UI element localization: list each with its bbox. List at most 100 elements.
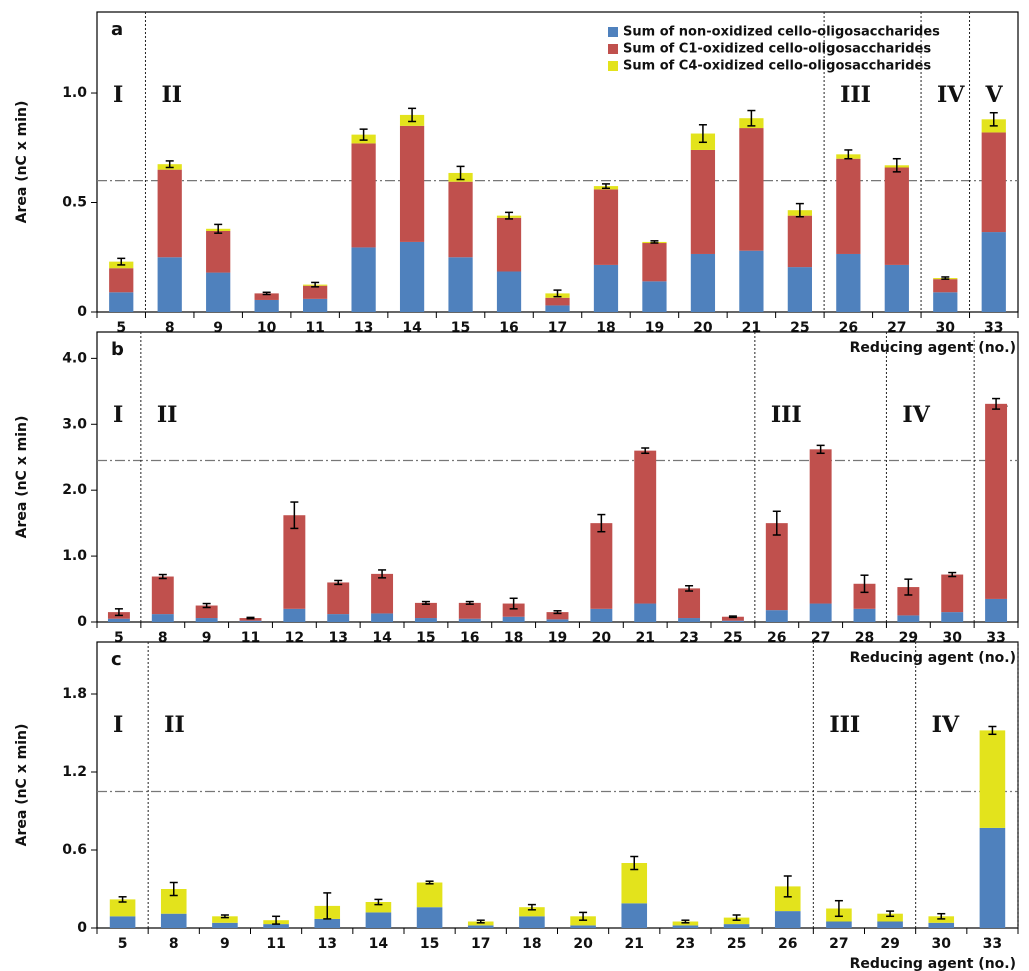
bar-segment — [642, 281, 667, 312]
bar-segment — [765, 610, 788, 622]
x-tick-label: 15 — [416, 630, 435, 646]
bar-segment — [985, 598, 1008, 622]
error-bar — [527, 903, 536, 911]
bar-segment — [157, 169, 182, 258]
bar-segment — [836, 253, 861, 312]
bar-segment — [414, 618, 437, 622]
bar-segment — [853, 608, 876, 622]
x-tick-label: 18 — [504, 630, 523, 646]
error-bar — [509, 597, 518, 610]
error-bar — [456, 165, 465, 181]
error-bar — [359, 128, 368, 141]
bar-segment — [678, 588, 701, 619]
x-tick-label: 9 — [213, 320, 223, 336]
group-label: IV — [937, 82, 965, 108]
bar-segment — [570, 925, 596, 928]
error-bar — [937, 912, 946, 920]
x-tick-label: 30 — [942, 630, 962, 646]
bar-segment — [979, 730, 1006, 828]
x-tick-label: 30 — [936, 320, 956, 336]
error-bar — [165, 160, 174, 169]
bar-segment — [414, 602, 437, 619]
bar-segment — [690, 253, 716, 312]
x-tick-label: 9 — [202, 630, 212, 646]
error-bar — [988, 725, 997, 736]
bar-segment — [502, 616, 525, 622]
x-tick-label: 26 — [778, 936, 797, 952]
bar-segment — [195, 618, 218, 622]
bar-segment — [897, 587, 920, 616]
bar-segment — [590, 608, 613, 622]
bar-segment — [283, 515, 306, 609]
x-tick-label: 27 — [887, 320, 906, 336]
panel-label: c — [111, 649, 122, 670]
bar-segment — [545, 297, 570, 306]
group-label: III — [840, 82, 871, 108]
x-tick-label: 33 — [984, 320, 1003, 336]
bar-segment — [933, 292, 958, 312]
error-bar — [465, 600, 474, 605]
bar-segment — [157, 257, 182, 312]
bar-segment — [458, 618, 481, 622]
bar-segment — [634, 603, 657, 622]
bar-segment — [545, 305, 570, 312]
bar-segment — [836, 158, 861, 254]
error-bar — [374, 898, 383, 906]
x-tick-label: 5 — [118, 936, 128, 952]
bar-segment — [109, 268, 134, 293]
group-label: II — [161, 82, 182, 108]
bar-segment — [365, 902, 392, 913]
bar-segment — [327, 582, 350, 615]
x-tick-label: 21 — [635, 630, 654, 646]
legend-swatch — [608, 44, 618, 54]
error-bar — [262, 291, 271, 296]
x-tick-label: 33 — [983, 936, 1002, 952]
error-bar — [681, 919, 690, 924]
error-bar — [783, 875, 792, 898]
legend-label: Sum of C1-oxidized cello-oligosaccharide… — [623, 42, 931, 57]
bar-segment — [981, 232, 1006, 312]
x-tick-label: 13 — [318, 936, 337, 952]
x-tick-label: 8 — [158, 630, 168, 646]
bar-segment — [502, 603, 525, 617]
bar-segment — [928, 922, 955, 928]
x-tick-label: 23 — [679, 630, 698, 646]
x-tick-label: 26 — [839, 320, 858, 336]
error-bar — [641, 447, 650, 455]
bar-segment — [826, 921, 852, 928]
x-axis-label: Reducing agent (no.) — [850, 956, 1016, 971]
bar-segment — [933, 279, 958, 293]
bar-segment — [467, 925, 494, 928]
bar-segment — [448, 181, 473, 258]
x-tick-label: 17 — [548, 320, 567, 336]
x-tick-label: 23 — [676, 936, 695, 952]
bar-segment — [416, 882, 443, 908]
plot-frame — [96, 641, 1019, 929]
y-axis-label: Area (nC x min) — [14, 101, 30, 224]
x-tick-label: 11 — [266, 936, 285, 952]
bar-segment — [206, 272, 231, 312]
x-tick-label: 18 — [596, 320, 615, 336]
bar-segment — [981, 132, 1006, 233]
bar-segment — [109, 292, 134, 312]
x-tick-label: 27 — [829, 936, 848, 952]
x-tick-label: 20 — [592, 630, 612, 646]
bar-segment — [593, 264, 619, 312]
y-tick-label: 1.0 — [62, 85, 87, 101]
error-bar — [732, 914, 741, 921]
x-tick-label: 13 — [328, 630, 347, 646]
bar-segment — [519, 907, 545, 917]
bar-segment — [160, 913, 187, 928]
error-bar — [728, 615, 737, 619]
bar-segment — [546, 619, 569, 622]
error-bar — [795, 202, 804, 218]
bar-segment — [721, 620, 744, 622]
bar-segment — [371, 573, 394, 614]
bar-segment — [897, 615, 920, 622]
error-bar — [698, 124, 707, 144]
bar-segment — [212, 922, 238, 928]
error-bar — [941, 276, 950, 280]
x-axis-label: Reducing agent (no.) — [850, 340, 1016, 356]
error-bar — [476, 919, 485, 924]
